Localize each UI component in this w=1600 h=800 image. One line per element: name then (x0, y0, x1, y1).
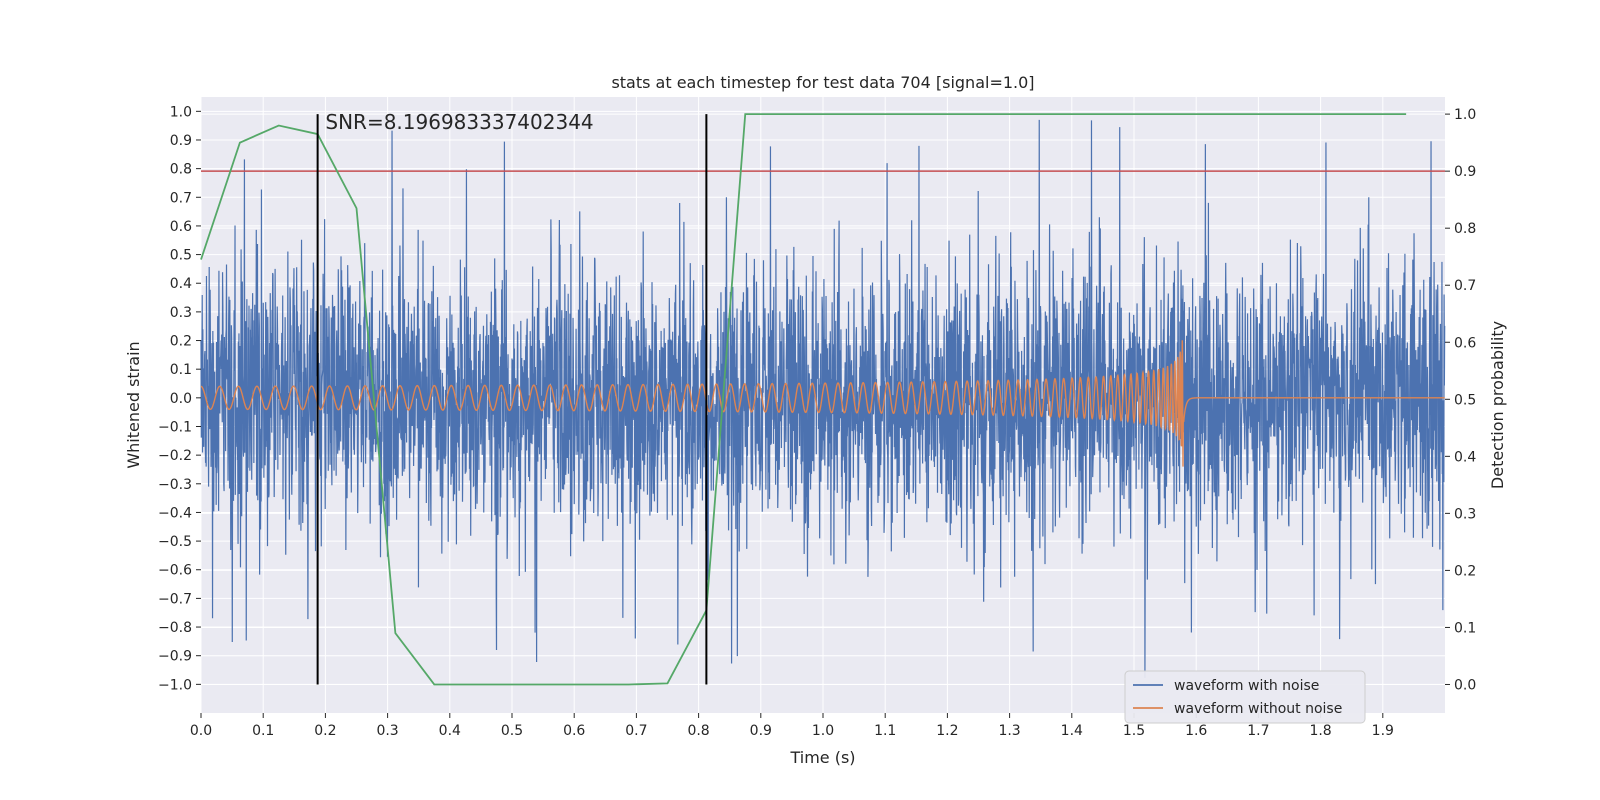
x-tick-label: 1.6 (1185, 723, 1207, 739)
x-tick-label: 1.9 (1372, 723, 1394, 739)
y-right-tick-label: 0.3 (1454, 506, 1476, 522)
x-axis-title: Time (s) (789, 748, 855, 767)
y-left-tick-label: −0.7 (158, 591, 192, 607)
y-right-tick-label: 0.4 (1454, 449, 1476, 465)
series-layer (200, 113, 1446, 686)
x-tick-label: 0.5 (501, 723, 523, 739)
series-waveform-without-noise (200, 340, 1445, 467)
x-tick-label: 0.7 (625, 723, 647, 739)
x-tick-label: 0.6 (563, 723, 585, 739)
y-right-tick-label: 0.6 (1454, 335, 1476, 351)
y-left-tick-label: −0.2 (158, 448, 192, 464)
y-left-tick-label: 0.7 (170, 190, 192, 206)
y-left-tick-label: 0.8 (170, 162, 192, 178)
y-left-tick-label: 0.6 (170, 219, 192, 235)
y-left-tick-label: 0.2 (170, 334, 192, 350)
y-left-tick-label: 0.1 (170, 362, 192, 378)
x-tick-label: 1.5 (1123, 723, 1145, 739)
x-tick-label: 1.4 (1061, 723, 1083, 739)
legend-label-noise: waveform with noise (1174, 678, 1319, 694)
x-tick-label: 0.9 (750, 723, 772, 739)
y-axis-right-title: Detection probability (1488, 321, 1507, 489)
series-detection-probability (200, 113, 1407, 686)
y-left-tick-label: −0.9 (158, 649, 192, 665)
y-right-tick-label: 0.0 (1454, 677, 1476, 693)
y-left-tick-label: 1.0 (170, 104, 192, 120)
y-right-tick-label: 0.2 (1454, 563, 1476, 579)
y-right-tick-label: 0.7 (1454, 278, 1476, 294)
x-tick-label: 1.2 (936, 723, 958, 739)
y-left-tick-label: −0.6 (158, 563, 192, 579)
x-tick-label: 0.8 (687, 723, 709, 739)
legend-label-clean: waveform without noise (1174, 701, 1342, 717)
x-tick-label: 0.0 (190, 723, 212, 739)
y-left-tick-label: −0.3 (158, 477, 192, 493)
x-tick-label: 1.3 (998, 723, 1020, 739)
x-tick-label: 0.4 (439, 723, 461, 739)
ticks-layer: 0.0 0.1 0.2 0.3 0.4 0.5 0.6 0.7 0.8 0.9 1.0 1.1 1.2 1… (158, 104, 1476, 739)
x-tick-label: 1.0 (812, 723, 834, 739)
y-left-tick-label: −0.8 (158, 620, 192, 636)
marker-layer (316, 114, 708, 685)
x-tick-label: 1.8 (1309, 723, 1331, 739)
x-tick-label: 0.1 (252, 723, 274, 739)
y-left-tick-label: −1.0 (158, 677, 192, 693)
chart-title: stats at each timestep for test data 704… (611, 73, 1034, 92)
y-right-tick-label: 0.9 (1454, 164, 1476, 180)
x-tick-label: 1.1 (874, 723, 896, 739)
y-left-tick-label: 0.3 (170, 305, 192, 321)
y-axis-left-title: Whitened strain (124, 341, 143, 468)
y-left-tick-label: −0.4 (158, 505, 192, 521)
y-left-tick-label: −0.1 (158, 419, 192, 435)
x-tick-label: 1.7 (1247, 723, 1269, 739)
y-left-tick-label: 0.5 (170, 248, 192, 264)
y-left-tick-label: −0.5 (158, 534, 192, 550)
x-tick-label: 0.2 (314, 723, 336, 739)
y-left-tick-label: 0.0 (170, 391, 192, 407)
legend-box (1124, 670, 1366, 724)
y-left-tick-label: 0.9 (170, 133, 192, 149)
x-tick-label: 0.3 (376, 723, 398, 739)
y-right-tick-label: 0.5 (1454, 392, 1476, 408)
series-waveform-with-noise (200, 119, 1446, 678)
y-left-tick-label: 0.4 (170, 276, 192, 292)
legend: waveform with noise waveform without noi… (1124, 670, 1366, 724)
y-right-tick-label: 0.8 (1454, 221, 1476, 237)
snr-annotation: SNR=8.196983337402344 (325, 110, 593, 134)
y-right-tick-label: 1.0 (1454, 107, 1476, 123)
y-right-tick-label: 0.1 (1454, 620, 1476, 636)
